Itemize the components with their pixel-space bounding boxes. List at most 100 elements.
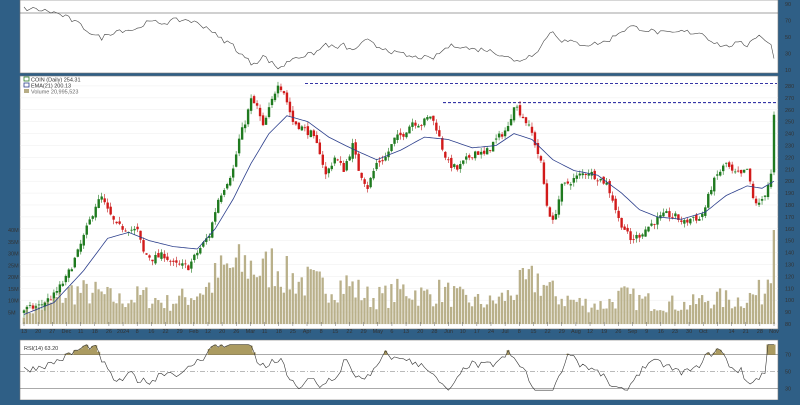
candle-body [545,183,549,206]
volume-bar [742,307,746,324]
candle-body [163,253,166,259]
candle-body [671,216,674,218]
candle-body [680,220,683,222]
candle-body [202,242,205,247]
candle-body [551,215,555,220]
x-tick-label: Dec [62,329,72,335]
main-price-panel [20,76,778,329]
candle-body [351,143,354,159]
candle-body [521,116,525,119]
candle-body [566,181,570,184]
candle-body [748,168,752,182]
candle-body [258,107,262,117]
candle-body [285,92,289,103]
candle-body [237,138,241,154]
candle-body [264,117,268,125]
candle-body [357,153,360,171]
volume-bar [22,317,25,324]
volume-bar [602,308,605,324]
candle-body [61,283,65,286]
volume-bar [201,294,205,324]
volume-bar [629,293,632,324]
candle-body [656,216,659,225]
volume-bar [584,298,587,324]
volume-bar [160,302,163,324]
volume-tick-label: 35M [8,240,19,246]
candle-body [509,118,513,126]
x-tick-label: 28 [431,329,437,335]
volume-bar [683,301,686,324]
top-tick-label: 10 [785,68,791,74]
price-tick-label: 200 [785,179,794,185]
candle-body [187,265,190,271]
volume-bar [458,286,462,324]
candle-body [742,169,746,173]
volume-bar [715,291,719,324]
volume-bar [28,313,31,324]
volume-bar [184,297,187,324]
volume-bar [641,298,644,324]
volume-bar [190,298,193,324]
candle-body [390,144,393,152]
candle-body [456,165,459,170]
ema21-line [23,115,775,315]
candle-body [324,166,327,175]
x-tick-label: 21 [743,329,749,335]
candle-body [674,213,677,217]
candle-body [354,142,357,155]
candle-body [115,221,118,224]
volume-bar [745,302,749,324]
x-tick-label: Sep [628,329,638,335]
volume-bar [234,257,238,324]
x-tick-label: 2024 [117,329,129,335]
volume-bar [219,255,223,324]
candle-body [28,304,32,306]
x-tick-label: 22 [162,329,168,335]
volume-bar [103,294,106,324]
volume-bar [706,300,710,324]
volume-bar [34,305,37,324]
candle-body [420,125,423,126]
volume-bar [79,292,82,324]
x-tick-label: Nov [769,329,779,335]
candle-body [405,132,408,138]
volume-bar [384,285,387,324]
volume-bar [530,265,533,324]
volume-bar [255,277,259,324]
candle-body [724,162,728,164]
price-tick-label: 280 [785,84,794,90]
candle-body [506,125,510,132]
volume-bar [154,297,157,324]
candle-body [578,173,581,176]
candle-body [339,160,342,163]
x-tick-label: 22 [346,329,352,335]
volume-bar [700,295,704,324]
candle-body [653,224,656,225]
volume-bar [449,306,453,324]
candle-body [641,234,644,237]
volume-bar [569,299,572,324]
candle-body [617,210,620,219]
candle-body [608,180,611,194]
candle-body [330,165,333,170]
x-tick-label: 20 [35,329,41,335]
rsi-line [23,344,774,391]
volume-bar [620,287,623,324]
volume-bar [668,301,671,324]
volume-bar [357,279,360,324]
volume-bar [721,307,725,324]
candle-body [279,86,283,91]
volume-bar [405,296,408,324]
volume-bar [288,289,291,324]
candle-body [387,151,390,158]
x-tick-label: 27 [49,329,55,335]
volume-bar [231,267,235,324]
volume-bar [178,295,181,324]
candle-body [683,220,686,224]
volume-bar [464,294,468,324]
candle-body [482,150,486,154]
volume-bar [216,277,220,324]
candle-body [240,127,244,140]
volume-bar [414,290,417,324]
price-tick-label: 190 [785,191,794,197]
